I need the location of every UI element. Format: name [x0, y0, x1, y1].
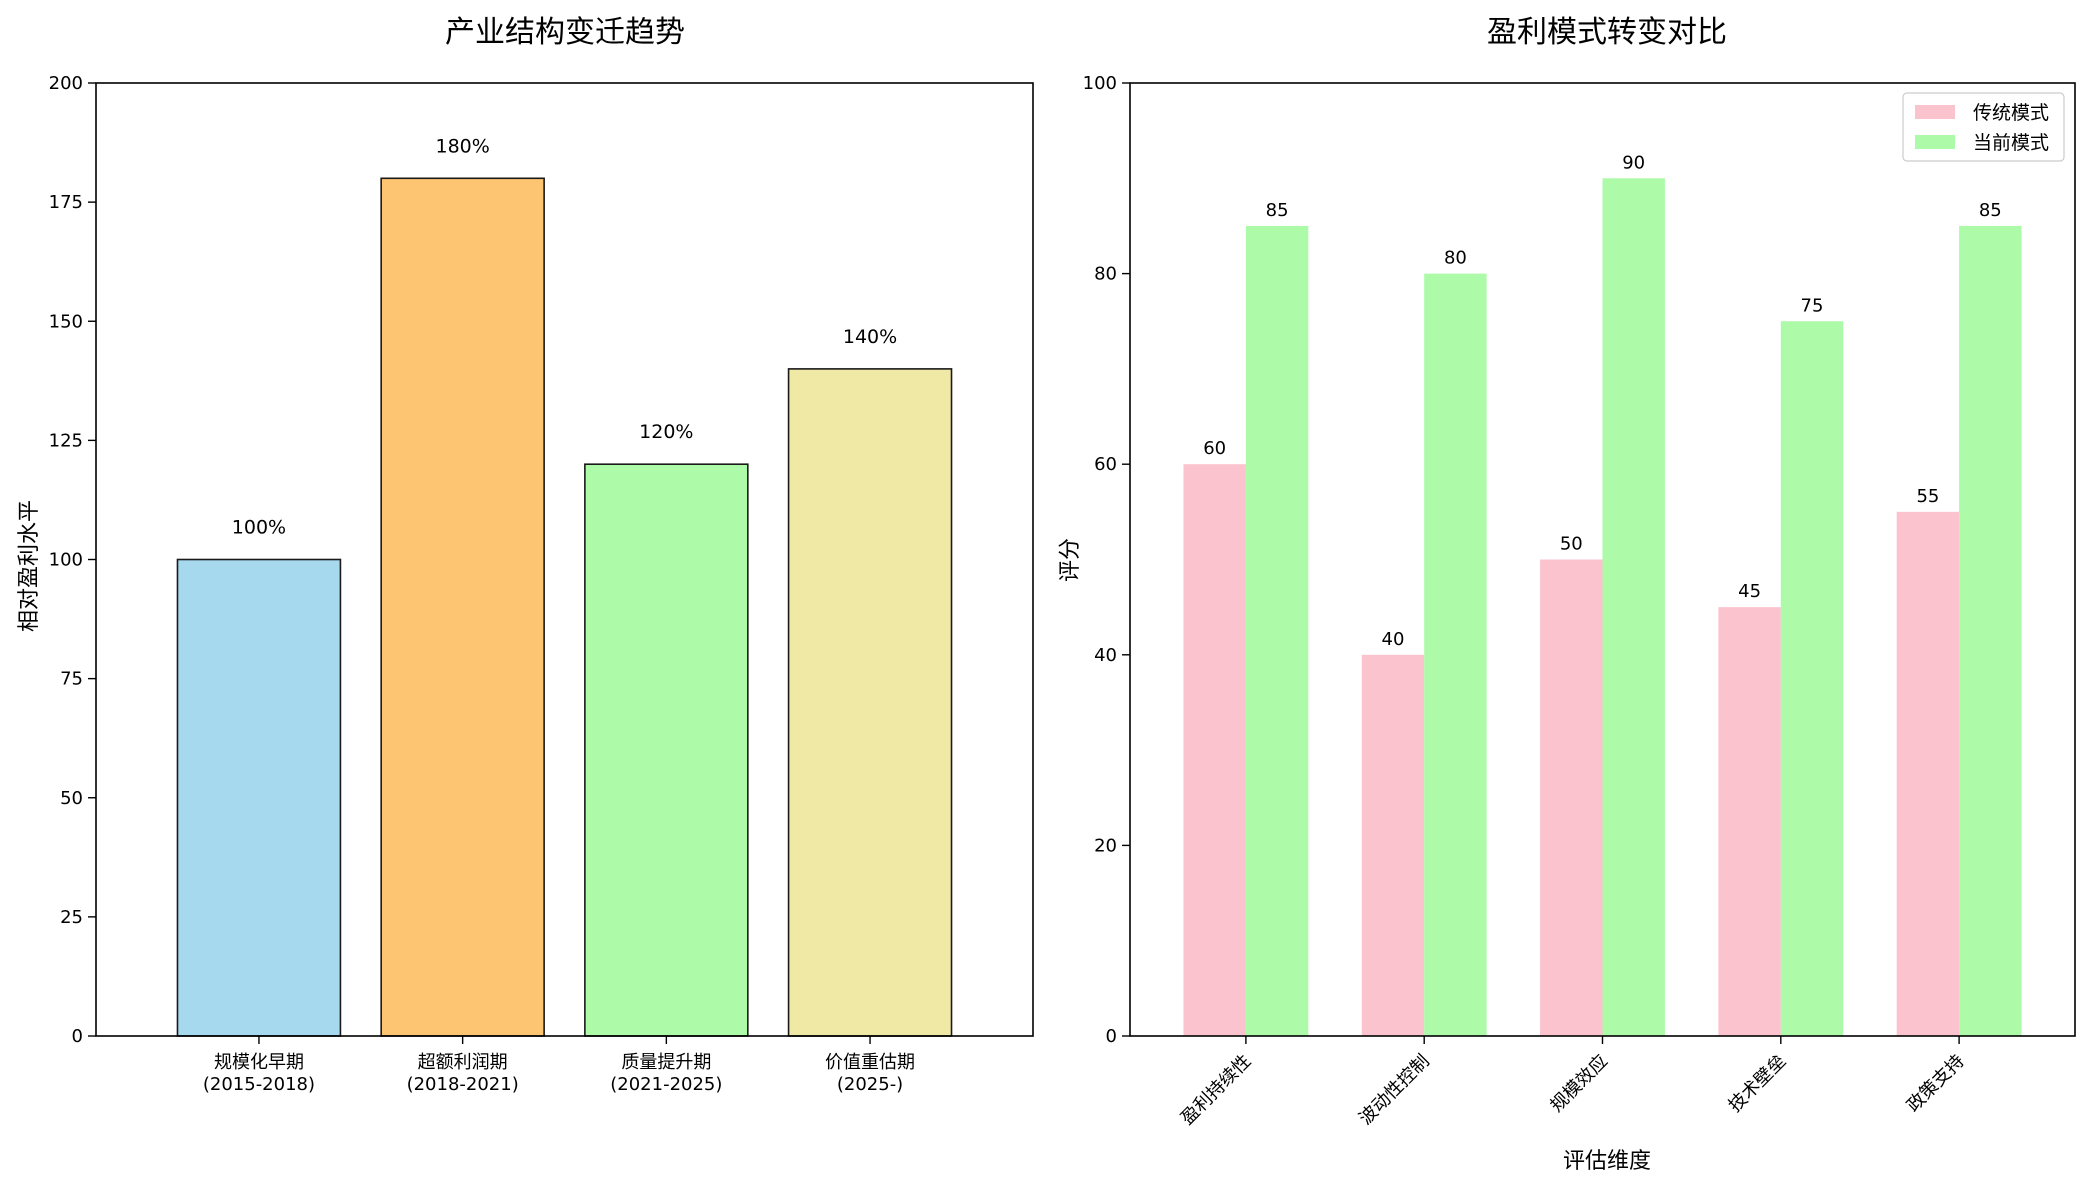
left-x-tick-label: 质量提升期: [621, 1052, 711, 1073]
left-y-tick-label: 100: [49, 550, 83, 571]
right-plot-frame: [1129, 82, 2076, 1037]
left-y-tick-label: 50: [60, 788, 83, 809]
right-y-tick-label: 60: [1094, 454, 1117, 475]
left-bar-value-label: 180%: [435, 135, 489, 157]
right-bar-traditional: [1183, 464, 1246, 1036]
right-bar-current: [1780, 321, 1844, 1036]
right-bar-current: [1959, 225, 2022, 1036]
left-bar: [380, 177, 545, 1037]
left-x-tick-label: 价值重估期: [825, 1052, 915, 1073]
left-y-tick-label: 0: [72, 1026, 83, 1047]
right-bar-current: [1602, 178, 1665, 1037]
right-bar-value-label: 75: [1801, 295, 1824, 316]
right-y-ticks: 0 20 40 60 80 100: [1083, 73, 1130, 1047]
right-y-tick-label: 100: [1083, 73, 1117, 94]
legend-label: 当前模式: [1973, 132, 2049, 154]
right-chart-title: 盈利模式转变对比: [1487, 15, 1727, 50]
left-bar: [584, 463, 749, 1037]
right-bar-value-label: 60: [1203, 438, 1226, 459]
right-bar-value-label: 90: [1622, 152, 1645, 173]
left-bar-value-label: 120%: [639, 421, 693, 443]
right-bar-value-label: 50: [1560, 534, 1583, 555]
chart-left: 产业结构变迁趋势 相对盈利水平 0 25 50 75 100 125 150 175 200 1…: [17, 15, 1034, 1095]
right-x-tick-label: 波动性控制: [1355, 1051, 1433, 1129]
left-x-tick-label: (2021-2025): [610, 1074, 722, 1095]
legend-swatch: [1915, 105, 1955, 119]
right-y-tick-label: 80: [1094, 264, 1117, 285]
right-y-axis-label: 评分: [1058, 538, 1083, 582]
right-bars: 60 85 40 80 50 90 45 75 55 85: [1183, 152, 2022, 1037]
right-bar-traditional: [1896, 511, 1960, 1037]
right-bar-current: [1245, 225, 1309, 1036]
left-bar: [176, 558, 342, 1037]
chart-right: 盈利模式转变对比 评分 评估维度 0 20 40 60 80 100 60 85 40 80 50…: [1058, 15, 2076, 1174]
left-bar-value-label: 140%: [843, 326, 897, 348]
right-bar-value-label: 45: [1738, 581, 1761, 602]
left-y-tick-label: 25: [60, 907, 83, 928]
left-x-tick-label: (2025-): [837, 1074, 903, 1095]
left-y-axis-label: 相对盈利水平: [17, 500, 42, 632]
left-x-tick-label: (2018-2021): [407, 1074, 519, 1095]
right-y-tick-label: 20: [1094, 835, 1117, 856]
right-bar-value-label: 80: [1444, 248, 1467, 269]
right-bar-current: [1424, 273, 1487, 1037]
right-bar-value-label: 85: [1979, 200, 2002, 221]
right-bar-value-label: 85: [1266, 200, 1289, 221]
left-bar-value-label: 100%: [232, 517, 286, 539]
left-y-ticks: 0 25 50 75 100 125 150 175 200: [49, 73, 96, 1047]
left-y-tick-label: 175: [49, 192, 83, 213]
left-y-tick-label: 75: [60, 669, 83, 690]
left-plot-frame: [95, 82, 1034, 1037]
right-x-tick-label: 规模效应: [1546, 1051, 1612, 1117]
left-y-tick-label: 200: [49, 73, 83, 94]
legend-label: 传统模式: [1973, 102, 2049, 124]
right-y-tick-label: 0: [1106, 1026, 1117, 1047]
legend-swatch: [1915, 135, 1955, 149]
left-x-tick-label: 超额利润期: [418, 1052, 508, 1073]
right-x-tick-label: 政策支持: [1903, 1051, 1969, 1117]
right-x-tick-label: 技术壁垒: [1725, 1051, 1791, 1117]
right-x-tick-label: 盈利持续性: [1177, 1051, 1255, 1129]
right-x-ticks: 盈利持续性 波动性控制 规模效应 技术壁垒 政策支持: [1177, 1036, 1969, 1129]
left-x-tick-label: 规模化早期: [214, 1052, 304, 1073]
right-bar-traditional: [1361, 654, 1425, 1036]
right-bar-traditional: [1540, 559, 1603, 1036]
right-x-axis-label: 评估维度: [1563, 1149, 1651, 1174]
right-bar-value-label: 40: [1382, 629, 1405, 650]
left-y-tick-label: 150: [49, 311, 83, 332]
left-x-ticks: 规模化早期(2015-2018)超额利润期(2018-2021)质量提升期(20…: [203, 1036, 915, 1095]
left-y-tick-label: 125: [49, 430, 83, 451]
left-bars: 100% 180% 120% 140%: [176, 135, 953, 1037]
left-bar: [787, 368, 953, 1037]
left-chart-title: 产业结构变迁趋势: [445, 15, 685, 50]
right-bar-value-label: 55: [1916, 486, 1939, 507]
left-x-tick-label: (2015-2018): [203, 1074, 315, 1095]
right-bar-traditional: [1718, 607, 1781, 1036]
right-y-tick-label: 40: [1094, 645, 1117, 666]
